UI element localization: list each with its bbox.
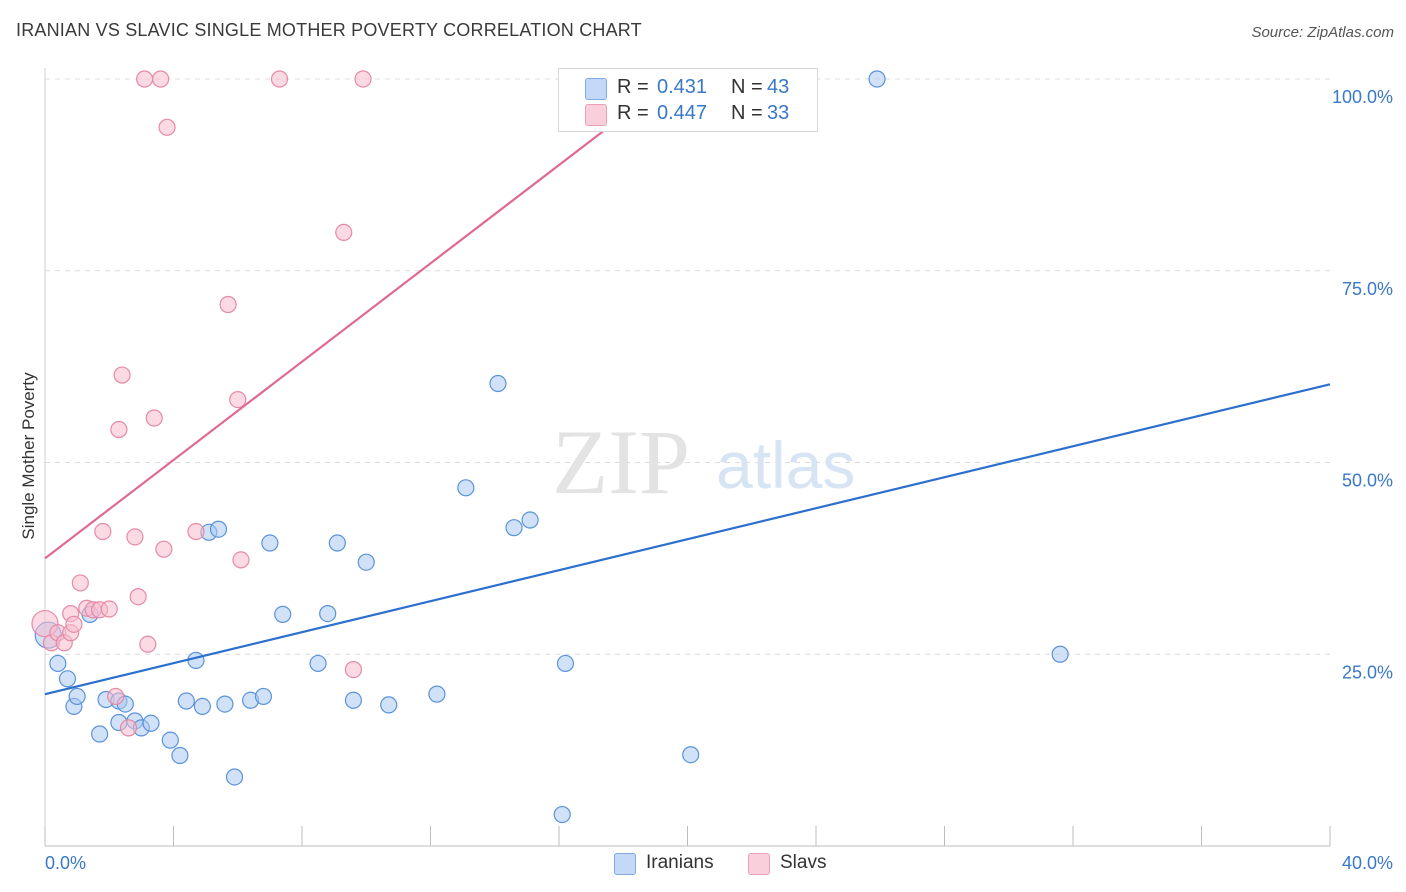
- iranians-point: [328, 534, 346, 552]
- correlation-legend: R = 0.431 N = 43 R = 0.447 N = 33: [558, 68, 818, 132]
- iranians-point: [682, 746, 700, 764]
- iranians-point: [505, 519, 523, 537]
- iranians-point: [193, 697, 212, 716]
- slavs-point: [219, 295, 237, 314]
- iranians-point: [68, 687, 86, 706]
- iranians-point: [254, 687, 273, 706]
- r-label: R =: [617, 102, 649, 124]
- slavs-point: [100, 600, 118, 618]
- iranians-point: [49, 654, 67, 673]
- x-tick-label-min: 0.0%: [45, 853, 86, 873]
- points-layer: [31, 70, 1069, 824]
- slavs-point: [232, 551, 250, 569]
- trend-line-slavs: [44, 78, 673, 560]
- watermark: ZIP atlas: [552, 411, 855, 513]
- grid-layer: [45, 78, 1330, 655]
- slavs-point: [71, 574, 89, 592]
- iranians-point: [868, 70, 886, 88]
- iranians-point: [177, 692, 195, 710]
- watermark-atlas: atlas: [716, 428, 855, 502]
- trend-lines-layer: [44, 78, 1331, 696]
- slavs-point: [65, 615, 83, 633]
- slavs-point: [107, 687, 125, 706]
- iranians-swatch: [614, 853, 636, 875]
- y-tick-label-1: 50.0%: [1342, 471, 1393, 491]
- slavs-point: [139, 635, 157, 653]
- chart-title: IRANIAN VS SLAVIC SINGLE MOTHER POVERTY …: [16, 20, 642, 40]
- slavs-point: [158, 118, 176, 136]
- axis-labels-layer: 25.0% 50.0% 75.0% 100.0% 0.0% 40.0%: [45, 87, 1393, 873]
- y-tick-label-3: 100.0%: [1332, 87, 1393, 107]
- iranians-point: [187, 651, 205, 669]
- r-value: 0.431: [657, 76, 708, 98]
- slavs-point: [129, 588, 147, 606]
- iranians-swatch: [585, 78, 607, 100]
- slavs-point: [110, 420, 128, 439]
- y-tick-label-2: 75.0%: [1342, 279, 1393, 299]
- axes-layer: [44, 68, 1331, 847]
- slavs-point: [152, 70, 170, 88]
- slavs-point: [270, 70, 289, 88]
- iranians-point: [457, 479, 475, 497]
- trend-line-iranians: [44, 383, 1331, 696]
- slavs-point: [187, 522, 205, 541]
- y-axis-label: Single Mother Poverty: [19, 372, 38, 540]
- iranians-point: [521, 511, 539, 529]
- n-label: N =: [731, 76, 763, 98]
- slavs-point: [335, 223, 353, 241]
- legend-label-iranians: Iranians: [646, 852, 714, 873]
- iranians-point: [380, 696, 398, 714]
- iranians-point: [58, 670, 77, 688]
- n-value: 33: [767, 102, 790, 124]
- slavs-point: [145, 409, 163, 427]
- iranians-point: [261, 534, 279, 552]
- iranians-point: [91, 725, 109, 743]
- r-value: 0.447: [657, 102, 708, 124]
- slavs-point: [113, 366, 131, 384]
- source-credit: Source: ZipAtlas.com: [1251, 24, 1394, 41]
- iranians-point: [171, 746, 189, 765]
- r-label: R =: [617, 76, 649, 98]
- slavs-point: [229, 391, 247, 409]
- iranians-point: [556, 654, 575, 673]
- iranians-point: [209, 520, 228, 538]
- x-tick-label-max: 40.0%: [1342, 853, 1393, 873]
- watermark-zip: ZIP: [552, 411, 690, 513]
- y-tick-label-0: 25.0%: [1342, 662, 1393, 682]
- slavs-point: [119, 719, 138, 737]
- iranians-point: [309, 654, 327, 673]
- n-label: N =: [731, 102, 763, 124]
- iranians-point: [489, 374, 507, 393]
- iranians-point: [428, 685, 446, 703]
- iranians-point: [225, 768, 244, 786]
- iranians-point: [553, 805, 571, 824]
- slavs-swatch: [748, 853, 770, 875]
- iranians-point: [216, 695, 234, 713]
- slavs-swatch: [585, 104, 607, 126]
- n-value: 43: [767, 76, 790, 98]
- legend-label-slavs: Slavs: [780, 852, 827, 873]
- iranians-point: [1051, 645, 1069, 663]
- slavs-point: [126, 528, 144, 546]
- slavs-point: [94, 522, 112, 541]
- slavs-point: [344, 660, 362, 679]
- iranians-point: [344, 691, 362, 709]
- slavs-point: [354, 70, 372, 88]
- slavs-point: [155, 540, 173, 558]
- iranians-point: [319, 604, 337, 623]
- iranians-point: [274, 605, 292, 623]
- iranians-point: [357, 553, 375, 571]
- iranians-point: [142, 714, 160, 732]
- iranians-point: [161, 731, 179, 749]
- slavs-point: [135, 70, 154, 88]
